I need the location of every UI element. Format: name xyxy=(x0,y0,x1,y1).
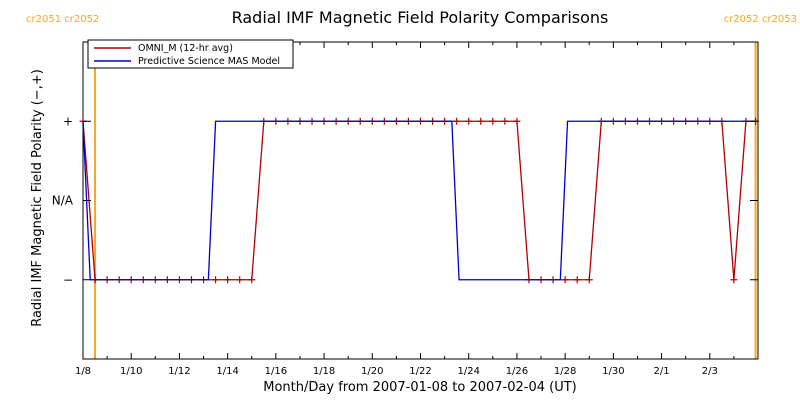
data-point-marker xyxy=(513,117,521,125)
x-tick-label: 2/3 xyxy=(702,366,718,377)
data-point-marker xyxy=(585,276,593,284)
data-point-marker xyxy=(248,276,256,284)
data-point-marker xyxy=(224,276,232,284)
plot-frame xyxy=(82,41,759,360)
x-tick-label: 2/1 xyxy=(654,366,670,377)
series-line xyxy=(82,120,756,281)
y-axis-ticks: + N/A − xyxy=(52,114,758,287)
y-axis-label: Radial IMF Magnetic Field Polarity (−,+) xyxy=(30,69,45,327)
x-tick-label: 1/16 xyxy=(265,366,287,377)
series-line xyxy=(82,120,756,281)
x-axis-label: Month/Day from 2007-01-08 to 2007-02-04 … xyxy=(263,380,576,395)
legend-label-omni: OMNI_M (12-hr avg) xyxy=(138,43,233,54)
data-point-marker xyxy=(573,276,581,284)
data-point-marker xyxy=(465,117,473,125)
x-tick-label: 1/30 xyxy=(602,366,624,377)
legend-label-mas-model: Predictive Science MAS Model xyxy=(138,56,280,67)
data-point-marker xyxy=(453,117,461,125)
x-axis-ticks: 1/8 1/10 1/12 1/14 1/16 1/18 1/20 1/22 1/24 1/26 1… xyxy=(75,42,735,377)
x-tick-label: 1/20 xyxy=(361,366,383,377)
data-point-marker xyxy=(489,117,497,125)
x-tick-label: 1/10 xyxy=(120,366,142,377)
data-point-marker xyxy=(477,117,485,125)
series-layer xyxy=(79,117,760,284)
x-tick-label: 1/24 xyxy=(457,366,479,377)
data-point-marker xyxy=(236,276,244,284)
data-point-marker xyxy=(730,276,738,284)
y-tick-label: N/A xyxy=(52,194,74,208)
data-point-marker xyxy=(501,117,509,125)
data-point-marker xyxy=(212,276,220,284)
x-tick-label: 1/26 xyxy=(506,366,528,377)
x-tick-label: 1/28 xyxy=(554,366,576,377)
x-tick-label: 1/22 xyxy=(409,366,431,377)
legend: OMNI_M (12-hr avg) Predictive Science MA… xyxy=(87,39,294,69)
x-tick-label: 1/18 xyxy=(313,366,335,377)
carrington-marker-label: cr2051 cr2052 xyxy=(26,14,99,25)
x-tick-label: 1/8 xyxy=(75,366,91,377)
x-tick-label: 1/14 xyxy=(216,366,238,377)
x-tick-label: 1/12 xyxy=(168,366,190,377)
carrington-marker-label: cr2052 cr2053 xyxy=(724,14,797,25)
legend-box xyxy=(87,39,294,69)
data-point-marker xyxy=(561,276,569,284)
y-tick-label: − xyxy=(63,273,73,287)
chart-title: Radial IMF Magnetic Field Polarity Compa… xyxy=(232,8,609,27)
y-tick-label: + xyxy=(63,114,73,128)
